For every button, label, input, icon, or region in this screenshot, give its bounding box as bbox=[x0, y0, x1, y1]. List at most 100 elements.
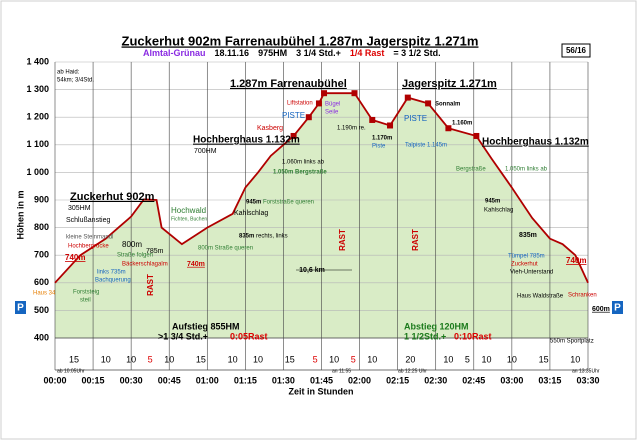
waypoint bbox=[387, 122, 394, 129]
x-tick-label: 02:30 bbox=[424, 375, 447, 385]
annotation: Sonnalm bbox=[435, 102, 460, 108]
annotation: 550m Sportplatz bbox=[550, 339, 594, 345]
annotation: 835m bbox=[239, 234, 254, 240]
parking-box bbox=[612, 301, 623, 314]
parking-box bbox=[15, 301, 26, 314]
annotation: PISTE bbox=[404, 114, 427, 123]
annotation: Schlußanstieg bbox=[66, 217, 110, 224]
annotation: 1 1/2Std.+ bbox=[404, 331, 446, 341]
annotation: kleine Steinmandl bbox=[66, 235, 113, 241]
annotation: Bügel bbox=[325, 102, 340, 108]
y-tick-label: 700 bbox=[34, 250, 49, 260]
x-tick-label: 01:00 bbox=[196, 375, 219, 385]
segment-minutes: 10 bbox=[228, 354, 238, 364]
y-tick-label: 900 bbox=[34, 194, 49, 204]
waypoint bbox=[290, 132, 297, 139]
segment-minutes: 10 bbox=[367, 354, 377, 364]
profile-line bbox=[54, 92, 589, 284]
x-tick-label: 03:15 bbox=[538, 375, 561, 385]
annotation: RAST bbox=[411, 229, 420, 251]
subtitle-part: = 3 1/2 Std. bbox=[393, 48, 440, 58]
annotation: Kahlschlag bbox=[484, 208, 513, 214]
subtitle-part: Almtal-Grünau bbox=[143, 48, 206, 58]
x-tick-label: 01:15 bbox=[234, 375, 257, 385]
segment-minutes: 15 bbox=[539, 354, 549, 364]
annotation: Haus Waldstraße bbox=[517, 294, 564, 300]
annotation: Bergstraße bbox=[456, 167, 486, 173]
subtitle: Almtal-Grünau 18.11.16 975HM 3 1/4 Std.+ 1/4… bbox=[143, 48, 441, 58]
waypoint bbox=[425, 100, 432, 107]
segment-minutes: 10 bbox=[164, 354, 174, 364]
annotation: Aufstieg 855HM bbox=[172, 321, 240, 331]
segment-minutes: 10 bbox=[253, 354, 263, 364]
segment-minutes: 10 bbox=[329, 354, 339, 364]
waypoint bbox=[305, 114, 312, 121]
annotation: Abstieg 120HM bbox=[404, 321, 469, 331]
y-axis-title: Höhen in m bbox=[15, 191, 25, 240]
annotation: 740m bbox=[566, 256, 586, 265]
annotation: steil bbox=[80, 298, 91, 304]
annotation: 945m bbox=[485, 199, 500, 205]
y-tick-label: 400 bbox=[34, 332, 49, 342]
annotation: Tümpel 785m bbox=[508, 254, 545, 260]
annotation: 1.160m bbox=[452, 121, 472, 127]
annotation: Hochbergrücke bbox=[68, 244, 109, 250]
x-tick-label: 02:45 bbox=[462, 375, 485, 385]
y-tick-label: 500 bbox=[34, 305, 49, 315]
y-tick-label: 800 bbox=[34, 222, 49, 232]
waypoint bbox=[321, 90, 328, 97]
segment-minutes: 5 bbox=[351, 354, 356, 364]
subtitle-part: 3 1/4 Std.+ bbox=[296, 48, 341, 58]
segment-minutes: 10 bbox=[507, 354, 517, 364]
segment-minutes: 15 bbox=[285, 354, 295, 364]
annotation: 740m bbox=[65, 253, 85, 262]
subtitle-part: 1/4 Rast bbox=[350, 48, 385, 58]
subtitle-part: 18.11.16 bbox=[215, 48, 250, 58]
waypoint bbox=[445, 125, 452, 132]
annotation: 1.190m re. bbox=[337, 126, 366, 132]
annotation: Zuckerhut 902m bbox=[70, 191, 155, 203]
annotation: 0:05Rast bbox=[230, 331, 268, 341]
annotation: an 13:35Uhr bbox=[572, 368, 600, 374]
annotation: Hochberghaus 1.132m bbox=[482, 137, 589, 148]
annotation: 800m Straße queren bbox=[198, 246, 253, 252]
chart-title: Zuckerhut 902m Farrenaubühel 1.287m Jage… bbox=[122, 33, 479, 48]
annotation: rechts, links bbox=[256, 234, 288, 240]
annotation: Hochwald bbox=[171, 206, 206, 215]
annotation: 1.050m links ab bbox=[505, 167, 548, 173]
segment-minutes: 10 bbox=[481, 354, 491, 364]
annotation: Seile bbox=[325, 110, 339, 116]
x-tick-label: 02:15 bbox=[386, 375, 409, 385]
subtitle-part: 975HM bbox=[258, 48, 287, 58]
annotation: 1.050m Bergstraße bbox=[273, 170, 327, 176]
x-tick-label: 03:30 bbox=[576, 375, 599, 385]
annotation: Hochberghaus 1.132m bbox=[193, 135, 300, 146]
annotation: Schranken bbox=[568, 293, 597, 299]
annotation: RAST bbox=[146, 274, 155, 296]
annotation: Forststraße queren bbox=[263, 200, 314, 206]
parking: P bbox=[17, 303, 24, 314]
waypoint bbox=[369, 116, 376, 123]
annotation: links 735m bbox=[97, 270, 126, 276]
annotation: ab 12:25 Uhr bbox=[398, 368, 427, 374]
annotation: 305HM bbox=[68, 205, 91, 212]
segment-minutes: 5 bbox=[148, 354, 153, 364]
annotation: Talpiste 1.145m bbox=[405, 143, 447, 149]
segment-minutes: 5 bbox=[313, 354, 318, 364]
annotation: 800m bbox=[122, 240, 142, 249]
y-tick-label: 1 200 bbox=[26, 112, 49, 122]
annotation: 785m bbox=[146, 248, 164, 255]
annotation: Fichten, Buchen bbox=[171, 216, 207, 222]
annotation: Bachquerung bbox=[95, 278, 131, 284]
annotation: Piste bbox=[372, 144, 386, 150]
waypoint bbox=[404, 94, 411, 101]
annotation: Forststeig bbox=[73, 290, 99, 296]
annotation: Kasberg bbox=[257, 125, 283, 132]
waypoint bbox=[315, 100, 322, 107]
x-tick-label: 01:30 bbox=[272, 375, 295, 385]
y-tick-label: 1 300 bbox=[26, 84, 49, 94]
annotation: Liftstation bbox=[287, 101, 313, 107]
segment-minutes: 10 bbox=[570, 354, 580, 364]
annotation: >1 3/4 Std.+ bbox=[158, 331, 208, 341]
segment-minutes: 15 bbox=[196, 354, 206, 364]
